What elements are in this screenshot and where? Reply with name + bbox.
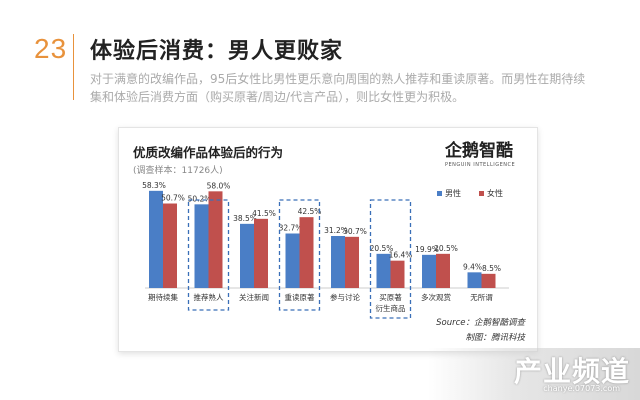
chart-title: 优质改编作品体验后的行为	[133, 145, 284, 160]
value-label: 32.7%	[279, 224, 303, 233]
value-label: 38.5%	[233, 214, 257, 223]
bar-male	[285, 233, 300, 288]
chart-subtitle: (调查样本：11726人)	[133, 166, 223, 176]
title-divider	[73, 34, 74, 100]
category-label: 参与讨论	[330, 292, 360, 302]
logo-subtext: PENGUIN INTELLIGENCE	[445, 162, 516, 168]
value-label: 58.3%	[142, 181, 166, 190]
legend-item-female: 女性	[479, 188, 503, 199]
bar-male	[194, 204, 209, 288]
value-label: 41.5%	[252, 209, 276, 218]
chart-source: Source：企鹅智酷调查 制图：腾讯科技	[436, 316, 525, 346]
value-label: 50.7%	[161, 194, 185, 203]
page-title: 体验后消费：男人更败家	[90, 39, 344, 64]
category-label: 关注新闻	[239, 292, 269, 302]
bar-male	[422, 254, 436, 288]
chart-legend: 男性 女性	[437, 188, 503, 199]
source-line: Source：企鹅智酷调查	[436, 318, 525, 328]
category-label: 推荐熟人	[194, 292, 224, 302]
highlight-box	[187, 199, 230, 311]
value-label: 30.7%	[343, 227, 367, 236]
legend-swatch-female	[479, 191, 484, 196]
value-label: 58.0%	[207, 181, 231, 190]
bar-male	[467, 272, 482, 288]
bar-female	[299, 217, 314, 288]
value-label: 16.4%	[389, 251, 413, 260]
bar-female	[163, 203, 177, 288]
bar-female	[390, 260, 405, 288]
intro-text: 对于满意的改编作品，95后女性比男性更乐意向周围的熟人推荐和重读原著。而男性在期…	[90, 72, 586, 104]
category-label: 买原著	[379, 292, 402, 302]
value-label: 20.5%	[370, 244, 394, 253]
bar-male	[376, 253, 391, 288]
value-label: 19.9%	[415, 245, 439, 254]
bar-female	[436, 253, 450, 288]
penguin-logo: 企鹅智酷 PENGUIN INTELLIGENCE	[445, 136, 521, 168]
highlight-box	[369, 199, 412, 319]
category-label: 无所谓	[470, 292, 493, 302]
value-label: 50.2%	[188, 194, 212, 203]
highlight-box	[278, 199, 321, 311]
site-watermark: 产业频道 chanye.07073.com	[428, 348, 640, 400]
value-label: 31.2%	[324, 226, 348, 235]
bar-female	[481, 273, 496, 288]
bar-chart: 58.3% 50.7% 期待续集 50.2% 58.0% 推荐熟人 38.5%41.5% 关注…	[142, 181, 509, 319]
legend-label-male: 男性	[445, 189, 461, 198]
page-number: 23	[34, 33, 68, 64]
bar-male	[240, 223, 254, 288]
category-label: 期待续集	[148, 292, 178, 302]
category-label: 重读原著	[285, 292, 315, 302]
logo-text: 企鹅智酷	[445, 141, 513, 161]
credit-line: 制图：腾讯科技	[465, 333, 525, 343]
legend-label-female: 女性	[487, 189, 503, 198]
bar-female	[254, 218, 268, 288]
legend-item-male: 男性	[437, 188, 461, 199]
value-label: 42.5%	[298, 207, 322, 216]
bar-female	[208, 191, 223, 288]
bar-female	[345, 236, 359, 288]
category-label: 衍生商品	[376, 303, 406, 313]
category-label: 多次观赏	[421, 292, 451, 302]
bar-male	[331, 236, 345, 288]
watermark-text: 产业频道	[513, 355, 630, 388]
legend-swatch-male	[437, 191, 442, 196]
value-label: 20.5%	[434, 244, 458, 253]
watermark-url: chanye.07073.com	[543, 384, 620, 393]
bar-male	[149, 190, 163, 288]
value-label: 8.5%	[482, 264, 501, 273]
value-label: 9.4%	[463, 262, 482, 271]
chart-card: 优质改编作品体验后的行为 (调查样本：11726人) 企鹅智酷 PENGUIN …	[118, 127, 538, 352]
